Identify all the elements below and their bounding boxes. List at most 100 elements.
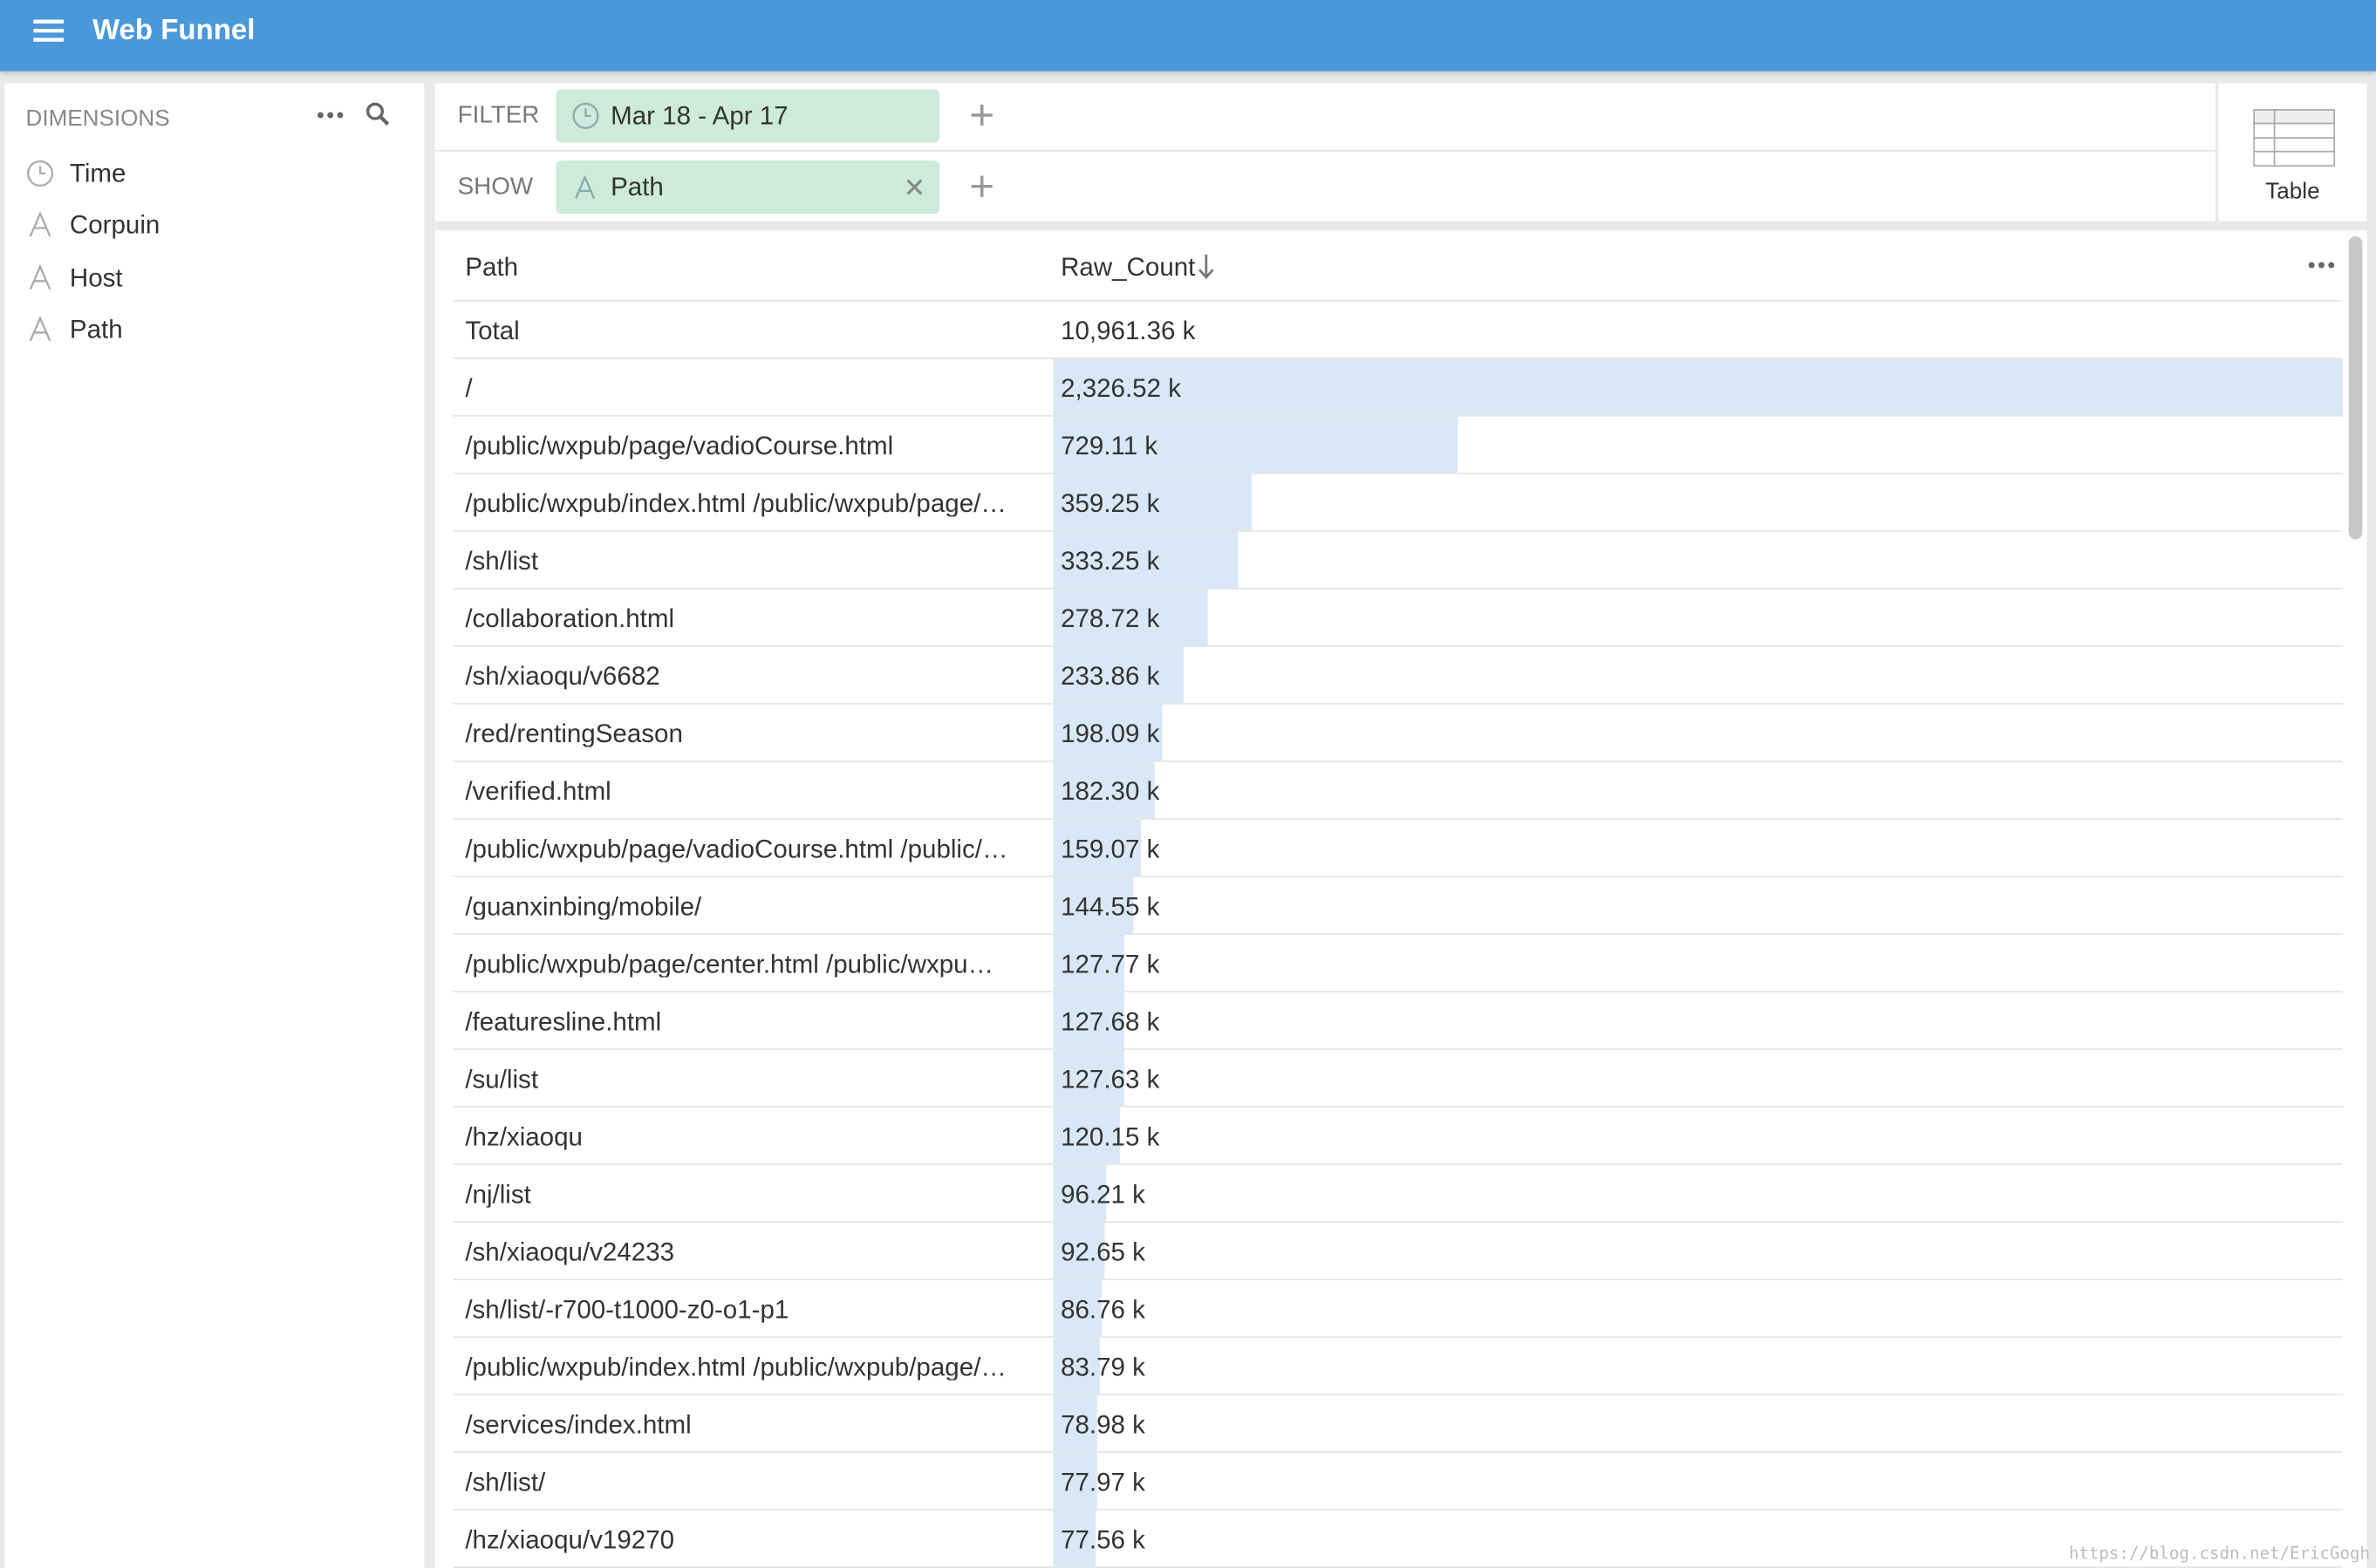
count-cell: 77.56 k [1061, 1525, 1145, 1555]
table-row[interactable]: /hz/xiaoqu 120.15 k [453, 1107, 2343, 1165]
column-header[interactable]: Raw_Count [1061, 253, 1196, 283]
total-value: 10,961.36 k [1061, 317, 1196, 346]
path-cell: /public/wxpub/page/center.html /public/w… [465, 951, 994, 978]
table-row[interactable]: /services/index.html 78.98 k [453, 1394, 2343, 1453]
clock-icon [572, 102, 599, 129]
table-row[interactable]: /red/rentingSeason 198.09 k [453, 704, 2343, 762]
total-row: Total 10,961.36 k [453, 302, 2343, 359]
more-button[interactable] [317, 111, 344, 119]
path-cell: /public/wxpub/index.html /public/wxpub/p… [465, 490, 1007, 517]
panel-title: DIMENSIONS [25, 106, 170, 133]
bar [1053, 1222, 1105, 1279]
visualization-selector[interactable]: Table [2218, 83, 2367, 222]
table-row[interactable]: /public/wxpub/index.html /public/wxpub/p… [453, 474, 2343, 532]
table-row[interactable]: /public/wxpub/page/vadioCourse.html 729.1… [453, 416, 2343, 474]
string-icon [29, 263, 51, 290]
table-row[interactable]: /sh/list/77.97 k [453, 1452, 2343, 1510]
menu-button[interactable] [33, 18, 64, 43]
dimension-item[interactable]: Time [4, 150, 424, 199]
remove-button[interactable] [906, 179, 923, 195]
scrollbar[interactable] [2348, 236, 2363, 540]
path-cell: /verified.html [465, 778, 611, 805]
visualization-label: Table [2265, 178, 2320, 205]
count-cell: 120.15 k [1061, 1122, 1160, 1152]
dimension-name: Path [69, 315, 123, 344]
table-row[interactable]: /nj/list 96.21 k [453, 1164, 2343, 1223]
table-row[interactable]: /collaboration.html 278.72 k [453, 589, 2343, 647]
path-cell: /sh/xiaoqu/v6682 [465, 663, 660, 690]
bar [1053, 1279, 1102, 1337]
table-row[interactable]: /sh/xiaoqu/v24233 92.65 k [453, 1222, 2343, 1280]
table-row[interactable]: /public/wxpub/page/center.html /public/w… [453, 934, 2343, 992]
bar [1053, 358, 2343, 415]
count-cell: 333.25 k [1061, 547, 1160, 576]
path-cell: /public/wxpub/page/vadioCourse.html /pub… [465, 835, 1008, 862]
dimension-item[interactable]: Corpuin [4, 202, 424, 251]
count-cell: 729.11 k [1061, 432, 1158, 461]
table-row[interactable]: /verified.html 182.30 k [453, 761, 2343, 820]
path-cell: /services/index.html [465, 1412, 692, 1438]
table-row[interactable]: /sh/list/-r700-t1000-z0-o1-p1 86.76 k [453, 1279, 2343, 1338]
path-cell: /public/wxpub/page/vadioCourse.html [465, 433, 894, 460]
count-cell: 127.68 k [1061, 1007, 1160, 1037]
path-cell: /hz/xiaoqu [465, 1124, 583, 1150]
table-row[interactable]: /sh/xiaoqu/v6682 233.86 k [453, 646, 2343, 705]
pill-text: Mar 18 - Apr 17 [611, 101, 789, 131]
table-row[interactable]: /su/list 127.63 k [453, 1049, 2343, 1108]
table-icon [2253, 109, 2336, 167]
bar [1053, 474, 1253, 531]
count-cell: 182.30 k [1061, 777, 1160, 807]
bar [1053, 761, 1155, 819]
path-cell: /su/list [465, 1066, 539, 1093]
bar [1053, 1452, 1096, 1510]
count-cell: 2,326.52 k [1061, 374, 1182, 404]
total-label: Total [465, 317, 520, 344]
bar [1053, 1107, 1120, 1164]
count-cell: 144.55 k [1061, 892, 1160, 922]
add-split-button[interactable] [971, 175, 993, 197]
divider [434, 149, 2216, 152]
bar [1053, 1337, 1100, 1394]
string-icon [575, 175, 596, 200]
watermark: https://blog.csdn.net/EricGogh [2068, 1544, 2371, 1564]
bar [1053, 1049, 1124, 1107]
bar [1053, 1510, 1096, 1567]
count-cell: 127.77 k [1061, 950, 1160, 979]
dimension-name: Host [69, 262, 123, 292]
table-row[interactable]: / 2,326.52 k [453, 358, 2343, 417]
table-row[interactable]: /public/wxpub/index.html /public/wxpub/p… [453, 1337, 2343, 1395]
show-label: SHOW [457, 174, 534, 201]
path-cell: /collaboration.html [465, 605, 675, 632]
count-cell: 127.63 k [1061, 1065, 1160, 1094]
count-cell: 83.79 k [1061, 1353, 1145, 1382]
path-cell: /guanxinbing/mobile/ [465, 893, 702, 920]
bar [1053, 416, 1458, 474]
path-cell: / [465, 375, 473, 402]
header-line [453, 299, 2343, 302]
count-cell: 77.97 k [1061, 1468, 1145, 1497]
table-row[interactable]: /guanxinbing/mobile/144.55 k [453, 876, 2343, 935]
count-cell: 198.09 k [1061, 719, 1160, 749]
search-button[interactable] [365, 101, 392, 127]
add-filter-button[interactable] [971, 104, 993, 126]
dimension-item[interactable]: Path [4, 306, 424, 355]
string-icon [29, 211, 51, 237]
count-cell: 96.21 k [1061, 1180, 1145, 1210]
table-row[interactable]: /sh/list 333.25 k [453, 531, 2343, 590]
string-icon [29, 315, 51, 342]
show-pill[interactable]: Path [556, 160, 940, 214]
pill-text: Path [611, 173, 664, 202]
count-cell: 278.72 k [1061, 604, 1160, 634]
table-row[interactable]: /hz/xiaoqu/v19270 77.56 k [453, 1510, 2343, 1568]
column-header[interactable]: Path [465, 253, 519, 283]
bar [1053, 704, 1164, 761]
sort-arrow [1198, 254, 1214, 279]
path-cell: /public/wxpub/index.html /public/wxpub/p… [465, 1354, 1007, 1381]
table-row[interactable]: /public/wxpub/page/vadioCourse.html /pub… [453, 819, 2343, 877]
table-row[interactable]: /featuresline.html 127.68 k [453, 992, 2343, 1050]
bar [1053, 1394, 1097, 1452]
dimension-item[interactable]: Host [4, 254, 424, 303]
dimension-name: Time [69, 159, 126, 188]
table-menu-button[interactable] [2308, 261, 2335, 269]
filter-pill[interactable]: Mar 18 - Apr 17 [556, 89, 940, 143]
